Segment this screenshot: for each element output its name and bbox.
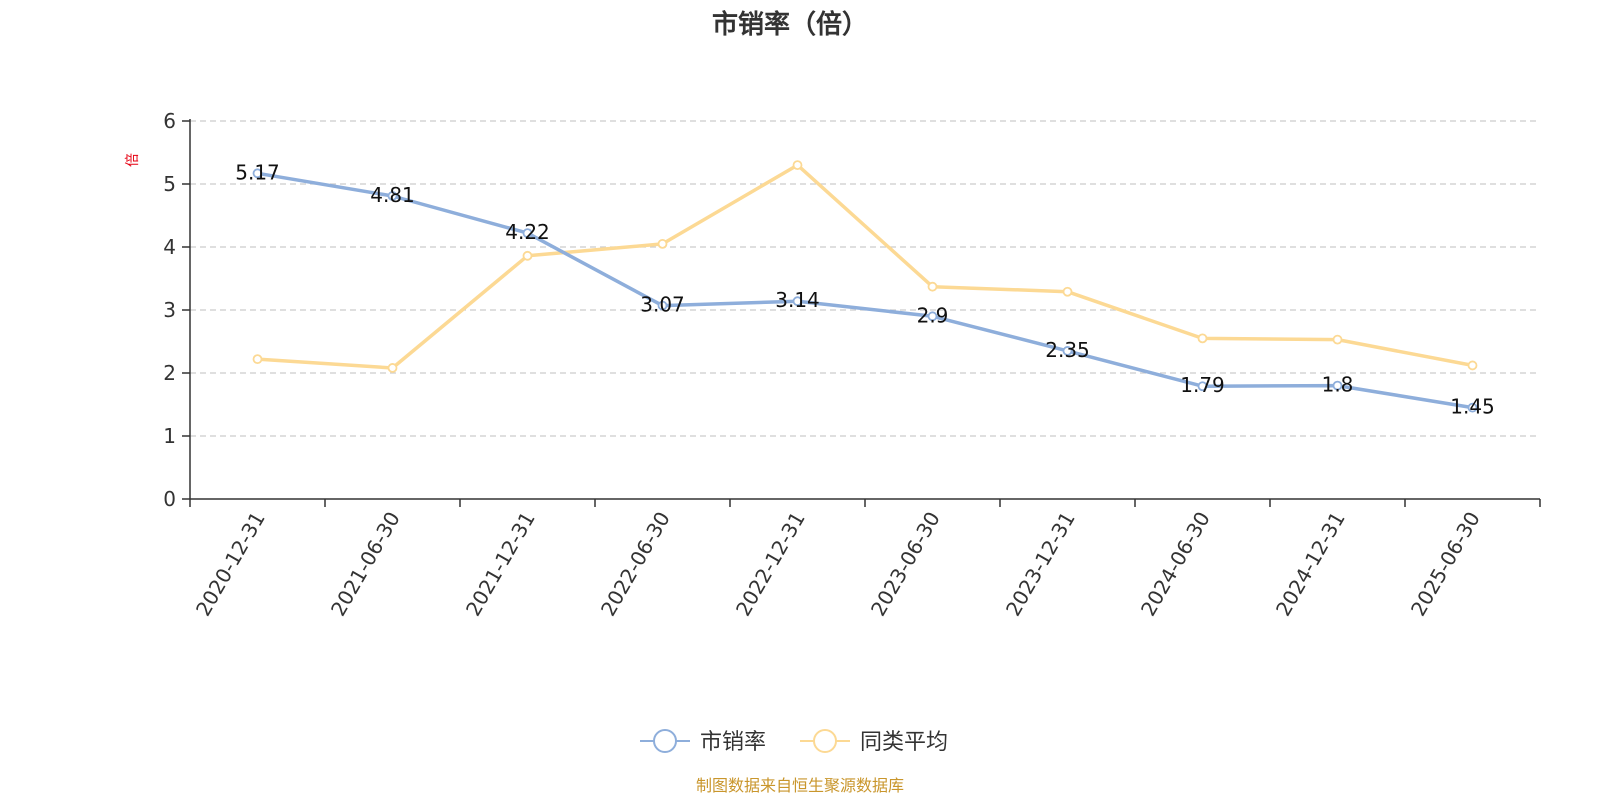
series-0-point-2022-12-31 xyxy=(792,296,803,307)
legend-item-1[interactable]: 同类平均 xyxy=(800,729,948,755)
legend[interactable]: 市销率 同类平均 xyxy=(640,729,948,755)
series-1-point-2021-12-31 xyxy=(522,250,533,261)
data-label-0-2023-06-30: 2.9 xyxy=(917,303,949,327)
y-tick-label-1: 1 xyxy=(163,424,176,448)
data-label-0-2021-06-30: 4.81 xyxy=(370,183,415,207)
series-0-point-2021-12-31 xyxy=(522,228,533,239)
chart-title: 市销率（倍） xyxy=(712,9,868,40)
series-1-point-2024-12-31 xyxy=(1332,334,1343,345)
data-label-0-2025-06-30: 1.45 xyxy=(1450,395,1495,419)
x-tick-label-2023-12-31: 2023-12-31 xyxy=(1001,508,1080,621)
data-label-0-2022-12-31: 3.14 xyxy=(775,288,820,312)
series-1-point-2023-12-31 xyxy=(1062,286,1073,297)
series-0-point-2020-12-31 xyxy=(252,168,263,179)
series-group xyxy=(252,160,1478,413)
data-label-0-2022-06-30: 3.07 xyxy=(640,293,685,317)
data-label-0-2023-12-31: 2.35 xyxy=(1045,338,1090,362)
series-1-point-2022-06-30 xyxy=(657,238,668,249)
data-label-0-2021-12-31: 4.22 xyxy=(505,220,550,244)
y-tick-label-6: 6 xyxy=(163,109,176,133)
y-tick-label-0: 0 xyxy=(163,487,176,511)
data-label-0-2024-12-31: 1.8 xyxy=(1322,373,1354,397)
series-1-point-2021-06-30 xyxy=(387,363,398,373)
y-tick-label-5: 5 xyxy=(163,172,176,196)
series-0-point-2021-06-30 xyxy=(387,191,398,201)
x-tick-label-2020-12-31: 2020-12-31 xyxy=(191,508,270,621)
x-tick-label-2024-06-30: 2024-06-30 xyxy=(1136,508,1215,621)
legend-label-1: 同类平均 xyxy=(860,730,948,755)
data-label-0-2024-06-30: 1.79 xyxy=(1180,373,1225,397)
x-tick-labels: 2020-12-31 2021-06-30 2021-12-31 2022-06-30… xyxy=(191,508,1485,621)
x-tick-label-2021-12-31: 2021-12-31 xyxy=(461,508,540,621)
axes xyxy=(182,119,1541,507)
y-tick-label-2: 2 xyxy=(163,361,176,385)
x-tick-label-2022-06-30: 2022-06-30 xyxy=(596,508,675,621)
x-tick-label-2025-06-30: 2025-06-30 xyxy=(1406,508,1485,621)
series-1-point-2025-06-30 xyxy=(1467,360,1478,371)
legend-item-0[interactable]: 市销率 xyxy=(640,729,766,755)
series-1-point-2024-06-30 xyxy=(1197,333,1208,344)
x-tick-label-2023-06-30: 2023-06-30 xyxy=(866,508,945,621)
legend-marker-1 xyxy=(813,729,837,753)
x-tick-label-2022-12-31: 2022-12-31 xyxy=(731,508,810,621)
x-tick-label-2021-06-30: 2021-06-30 xyxy=(326,508,405,621)
x-tick-label-2024-12-31: 2024-12-31 xyxy=(1271,508,1350,621)
series-0-point-2025-06-30 xyxy=(1467,402,1478,413)
series-0-point-2024-06-30 xyxy=(1197,381,1208,392)
data-labels: 5.17 4.81 4.22 3.07 3.14 2.9 2.35 1.79 1.8 1.45 xyxy=(235,160,1495,418)
legend-label-0: 市销率 xyxy=(700,730,766,755)
y-tick-labels: 0 1 2 3 4 5 6 xyxy=(163,109,176,511)
series-0-point-2024-12-31 xyxy=(1332,380,1343,391)
series-0-point-2022-06-30 xyxy=(657,300,668,311)
y-axis-label: 倍 xyxy=(125,153,141,167)
legend-marker-0 xyxy=(653,729,677,753)
series-0-point-2023-12-31 xyxy=(1062,346,1073,356)
series-1-point-2020-12-31 xyxy=(252,354,263,365)
series-1-point-2022-12-31 xyxy=(792,160,803,171)
y-tick-label-4: 4 xyxy=(163,235,176,259)
data-label-0-2020-12-31: 5.17 xyxy=(235,160,280,184)
series-line-1 xyxy=(257,163,1473,370)
series-1-point-2023-06-30 xyxy=(927,281,938,292)
y-tick-label-3: 3 xyxy=(163,298,176,322)
series-line-0 xyxy=(257,171,1473,410)
series-0-point-2023-06-30 xyxy=(927,311,938,322)
data-source-note: 制图数据来自恒生聚源数据库 xyxy=(696,776,904,795)
